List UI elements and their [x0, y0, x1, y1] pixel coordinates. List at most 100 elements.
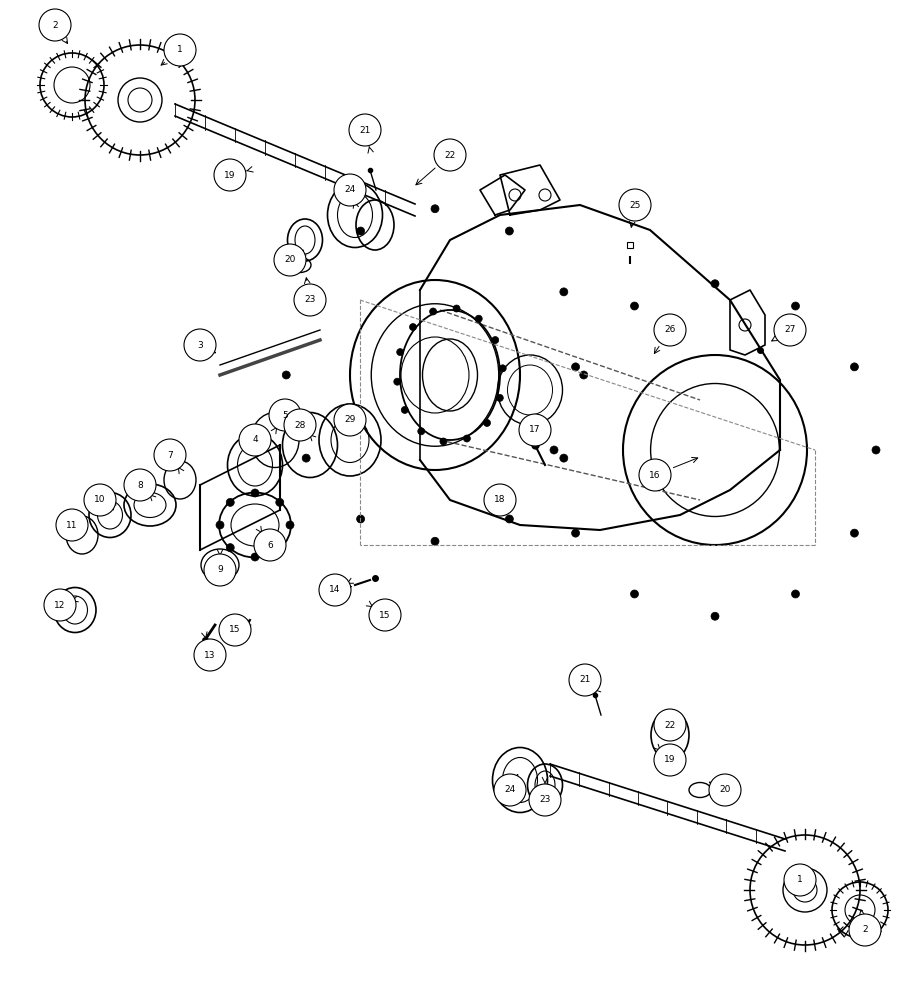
- Text: 22: 22: [444, 151, 455, 160]
- Circle shape: [848, 914, 880, 946]
- Circle shape: [433, 139, 465, 171]
- Circle shape: [349, 114, 380, 146]
- Circle shape: [356, 515, 364, 523]
- Circle shape: [302, 288, 310, 296]
- Text: 14: 14: [329, 586, 340, 594]
- Circle shape: [559, 454, 567, 462]
- Text: 27: 27: [784, 326, 795, 334]
- Text: 28: 28: [294, 420, 305, 430]
- Circle shape: [429, 308, 436, 315]
- Circle shape: [254, 529, 285, 561]
- Circle shape: [653, 744, 685, 776]
- Circle shape: [431, 537, 439, 545]
- Circle shape: [394, 378, 400, 385]
- Circle shape: [401, 406, 408, 413]
- Circle shape: [559, 288, 567, 296]
- Text: 7: 7: [167, 450, 172, 460]
- Circle shape: [571, 363, 579, 371]
- Text: 17: 17: [528, 426, 540, 434]
- Circle shape: [708, 774, 740, 806]
- Circle shape: [505, 227, 513, 235]
- Circle shape: [214, 159, 246, 191]
- Circle shape: [368, 599, 401, 631]
- Circle shape: [518, 414, 551, 446]
- Circle shape: [498, 365, 506, 372]
- Text: 10: 10: [94, 495, 106, 504]
- Text: 6: 6: [266, 540, 273, 550]
- Circle shape: [463, 435, 470, 442]
- Text: 25: 25: [628, 200, 640, 210]
- Circle shape: [44, 589, 76, 621]
- Circle shape: [791, 302, 798, 310]
- Circle shape: [528, 784, 561, 816]
- Circle shape: [356, 227, 364, 235]
- Text: 19: 19: [224, 170, 236, 180]
- Circle shape: [791, 590, 798, 598]
- Circle shape: [275, 544, 284, 552]
- Circle shape: [783, 864, 815, 896]
- Circle shape: [409, 324, 416, 331]
- Circle shape: [483, 484, 516, 516]
- Circle shape: [491, 337, 498, 344]
- Text: 5: 5: [282, 410, 287, 420]
- Text: 18: 18: [494, 495, 505, 504]
- Text: 23: 23: [304, 296, 315, 304]
- Circle shape: [333, 174, 366, 206]
- Circle shape: [850, 529, 858, 537]
- Text: 15: 15: [379, 610, 390, 619]
- Circle shape: [568, 664, 600, 696]
- Circle shape: [84, 484, 116, 516]
- Circle shape: [579, 371, 587, 379]
- Text: 21: 21: [579, 676, 590, 684]
- Circle shape: [39, 9, 71, 41]
- Text: 26: 26: [664, 326, 675, 334]
- Circle shape: [629, 302, 638, 310]
- Circle shape: [251, 489, 259, 497]
- Circle shape: [871, 446, 879, 454]
- Circle shape: [124, 469, 156, 501]
- Text: 11: 11: [66, 520, 78, 530]
- Text: 2: 2: [52, 20, 58, 29]
- Circle shape: [184, 329, 216, 361]
- Circle shape: [440, 438, 446, 445]
- Text: 9: 9: [217, 566, 223, 574]
- Circle shape: [251, 553, 259, 561]
- Text: 29: 29: [344, 416, 355, 424]
- Text: 20: 20: [284, 255, 295, 264]
- Circle shape: [431, 205, 439, 213]
- Circle shape: [274, 244, 305, 276]
- Circle shape: [216, 521, 224, 529]
- Circle shape: [496, 394, 503, 401]
- Circle shape: [226, 498, 234, 506]
- Text: 3: 3: [197, 340, 202, 350]
- Circle shape: [284, 409, 316, 441]
- Circle shape: [638, 459, 670, 491]
- Text: 1: 1: [177, 45, 182, 54]
- Circle shape: [319, 574, 350, 606]
- Circle shape: [571, 529, 579, 537]
- Text: 15: 15: [229, 626, 240, 635]
- Text: 24: 24: [344, 186, 355, 194]
- Circle shape: [396, 349, 404, 356]
- Text: 1: 1: [796, 876, 802, 884]
- Circle shape: [653, 314, 685, 346]
- Circle shape: [629, 590, 638, 598]
- Circle shape: [452, 305, 460, 312]
- Circle shape: [417, 428, 424, 435]
- Text: 22: 22: [664, 720, 675, 730]
- Circle shape: [204, 554, 236, 586]
- Circle shape: [226, 544, 234, 552]
- Text: 13: 13: [204, 650, 216, 660]
- Circle shape: [653, 709, 685, 741]
- Text: 12: 12: [54, 600, 66, 609]
- Circle shape: [282, 371, 290, 379]
- Circle shape: [505, 515, 513, 523]
- Text: 21: 21: [358, 126, 370, 135]
- Circle shape: [163, 34, 196, 66]
- Circle shape: [285, 521, 293, 529]
- Circle shape: [711, 280, 718, 288]
- Circle shape: [219, 614, 251, 646]
- Circle shape: [275, 498, 284, 506]
- Text: 20: 20: [719, 786, 730, 794]
- Circle shape: [475, 315, 481, 322]
